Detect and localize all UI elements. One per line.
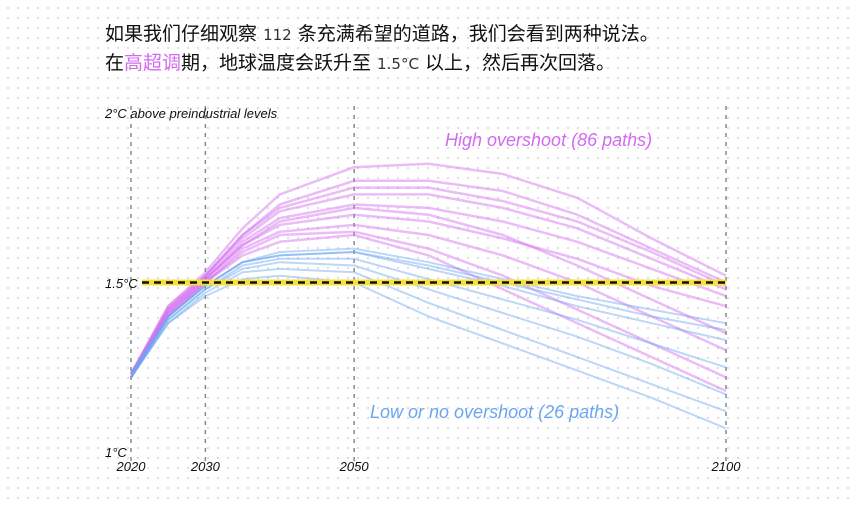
highlight-text: 高超调 <box>124 52 182 74</box>
y-label-bottom: 1°C <box>105 445 127 460</box>
high-overshoot-path-10 <box>129 233 727 393</box>
x-tick-label-2050: 2050 <box>339 459 370 474</box>
x-tick-label-2100: 2100 <box>711 459 742 474</box>
high-overshoot-path-5 <box>129 213 727 379</box>
high-overshoot-path-7 <box>129 230 727 379</box>
y-label-mid: 1.5°C <box>105 276 138 291</box>
low-overshoot-path-1 <box>130 247 727 375</box>
high-overshoot-path-8 <box>129 206 727 379</box>
low-overshoot-path-2 <box>130 251 727 375</box>
high-overshoot-path-6 <box>129 223 727 379</box>
x-tick-label-2030: 2030 <box>190 459 221 474</box>
high-overshoot-path-2 <box>129 179 727 375</box>
low-overshoot-path-3 <box>130 257 727 378</box>
x-tick-label-2020: 2020 <box>116 459 147 474</box>
title-line-1: 如果我们仔细观察 112 条充满希望的道路，我们会看到两种说法。 <box>105 23 659 45</box>
low-overshoot-path-7 <box>130 251 727 375</box>
title-line-2: 在高超调期，地球温度会跃升至 1.5°C 以上，然后再次回落。 <box>105 52 615 74</box>
chart-title: 如果我们仔细观察 112 条充满希望的道路，我们会看到两种说法。 在高超调期，地… <box>105 20 659 78</box>
y-label-top: 2°C above preindustrial levels <box>104 106 278 121</box>
high-overshoot-label: High overshoot (86 paths) <box>445 130 652 150</box>
high-overshoot-path-9 <box>129 186 727 375</box>
high-overshoot-path-3 <box>129 193 727 375</box>
low-overshoot-path-4 <box>130 261 727 396</box>
low-overshoot-label: Low or no overshoot (26 paths) <box>370 402 619 422</box>
low-overshoot-path-5 <box>130 267 727 413</box>
high-overshoot-path-4 <box>129 203 727 379</box>
